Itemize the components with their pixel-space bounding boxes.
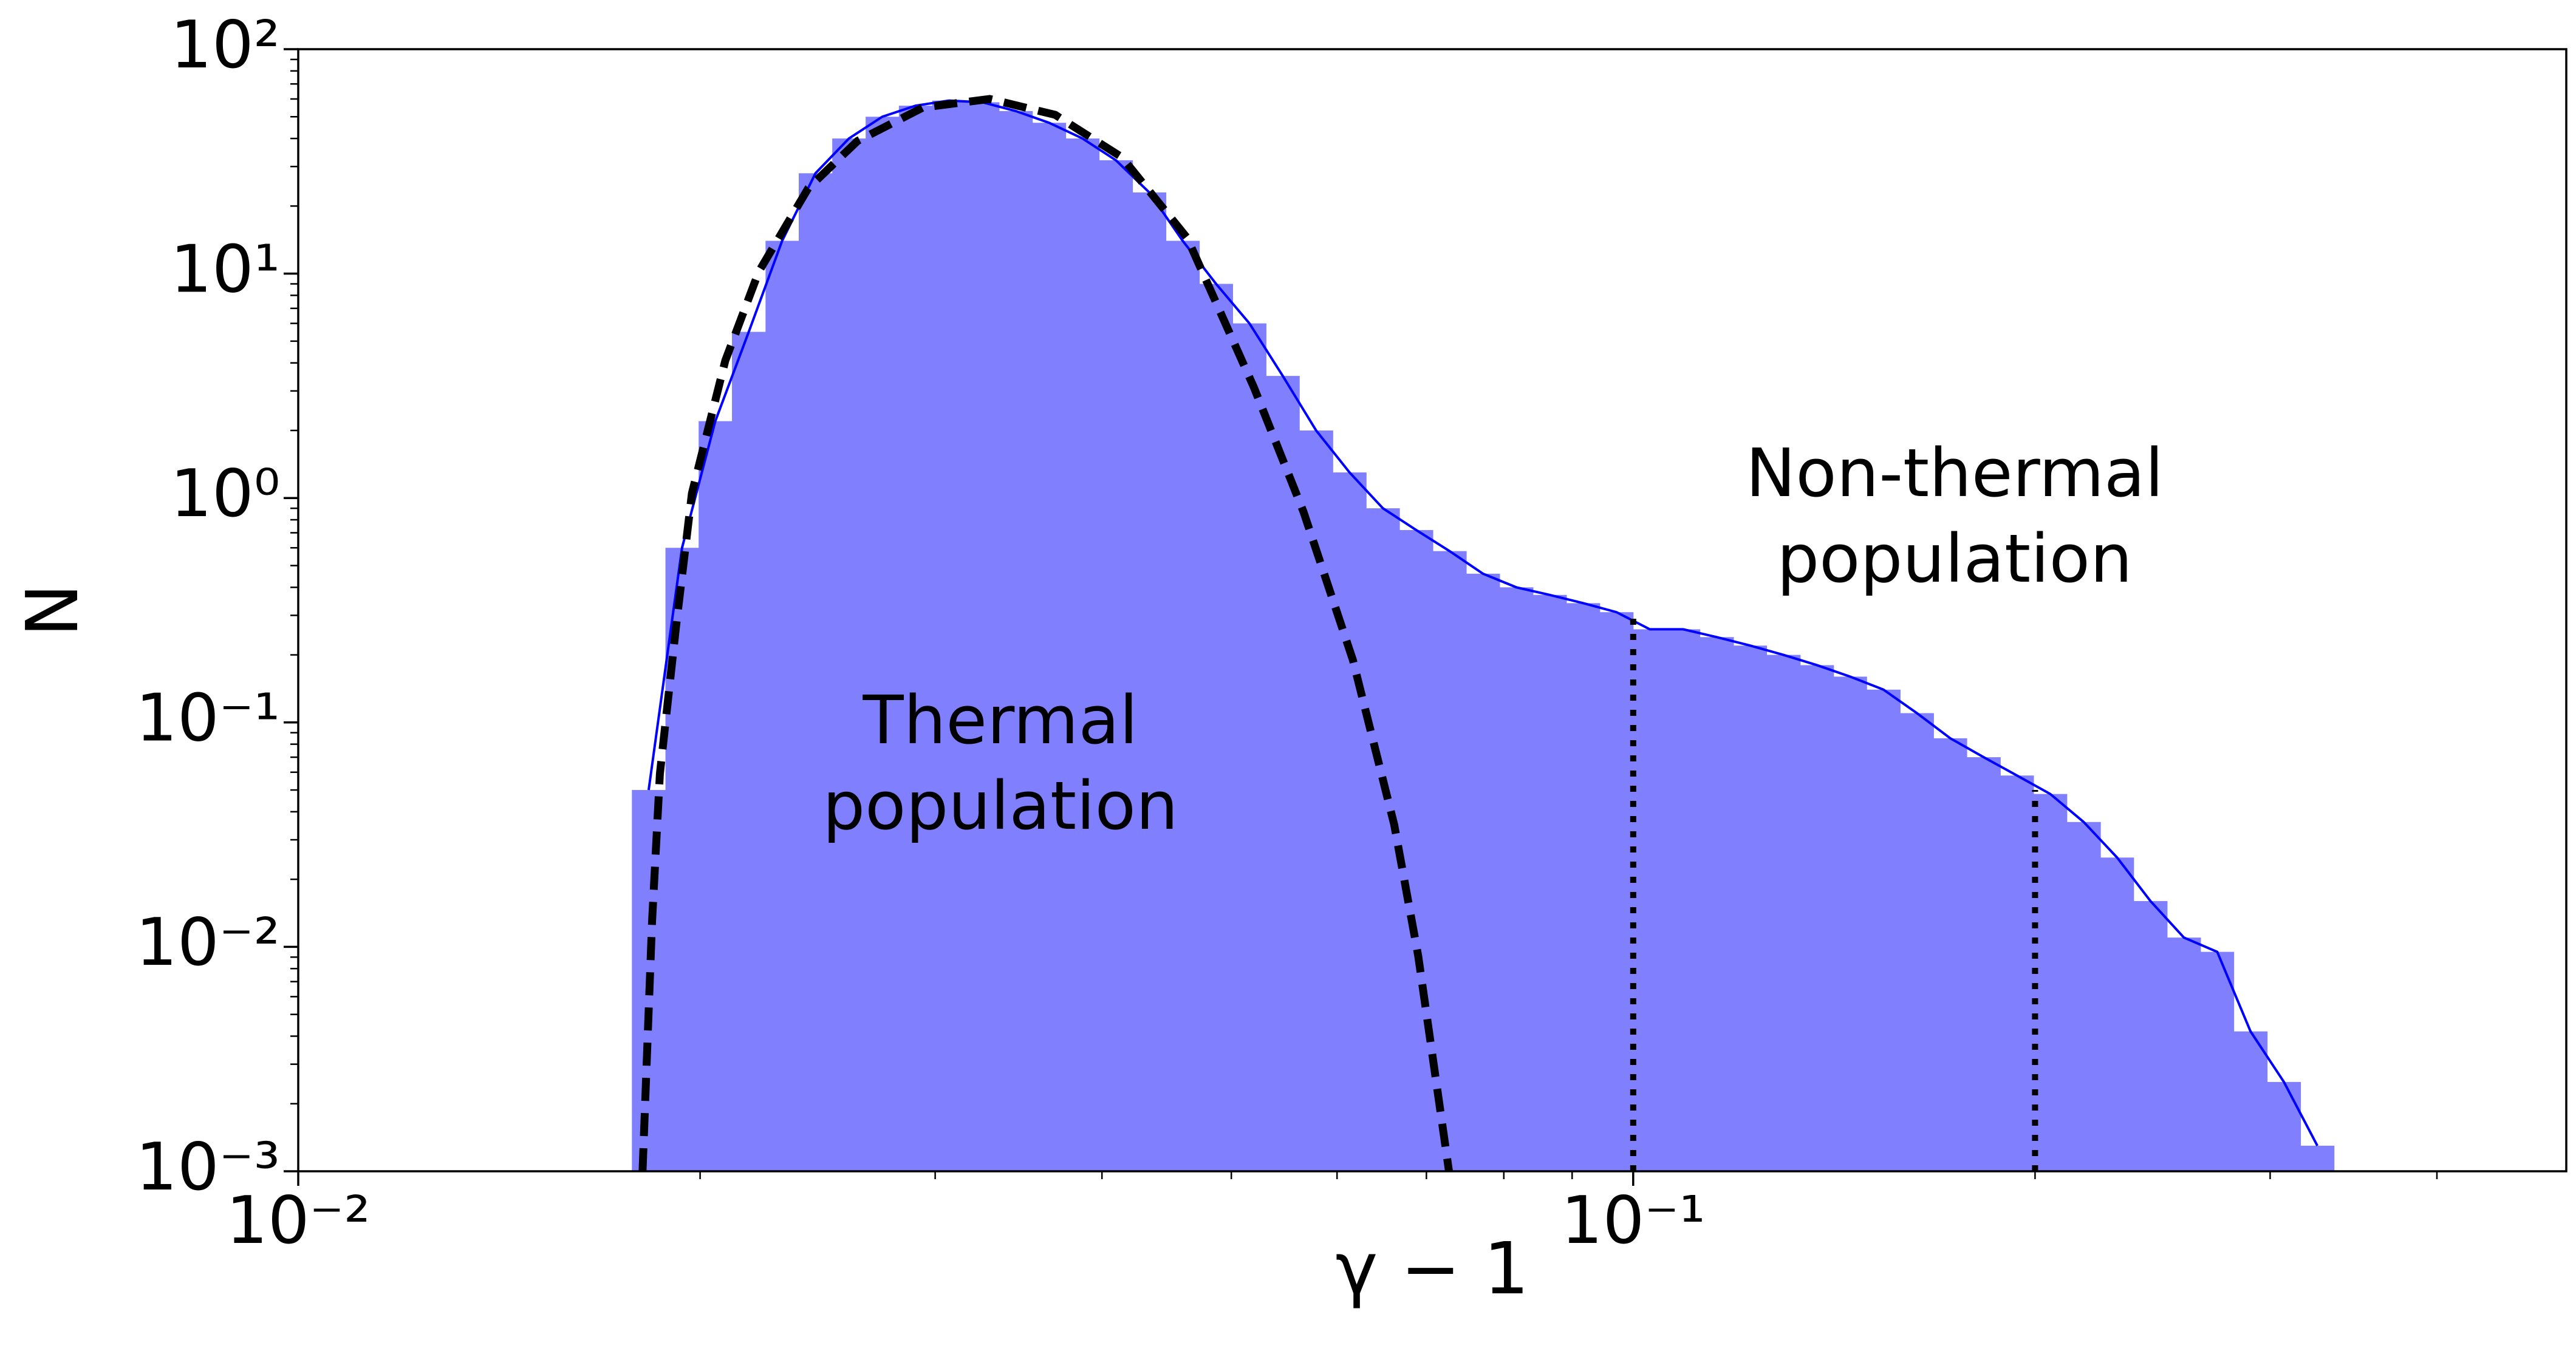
histogram-bar <box>1333 472 1367 1171</box>
histogram-bar <box>1833 676 1867 1171</box>
histogram-bar <box>2200 951 2235 1171</box>
fit-curve <box>638 95 1453 1171</box>
y-tick-label: 10² <box>170 7 280 83</box>
y-tick-label: 10⁰ <box>170 456 280 532</box>
histogram-bar <box>665 548 699 1171</box>
histogram-bar <box>1532 594 1567 1171</box>
y-tick-label: 10¹ <box>170 231 280 307</box>
annotation: Non-thermal population <box>1746 434 2164 597</box>
histogram-bar <box>2000 775 2034 1171</box>
histogram-bar <box>732 332 766 1171</box>
histogram-bar <box>1433 551 1467 1171</box>
histogram-bar <box>1499 587 1534 1171</box>
histogram-bar <box>2066 822 2101 1171</box>
histogram-bar <box>866 117 900 1171</box>
histogram-bar <box>1132 192 1167 1171</box>
histogram-bar <box>1599 612 1634 1171</box>
histogram-bar <box>1900 713 1934 1171</box>
histogram-bar <box>2233 1031 2268 1171</box>
histogram-bar <box>1734 645 1768 1171</box>
axes-frame <box>297 48 2567 1172</box>
histogram-bar <box>1466 573 1500 1171</box>
histogram-bar <box>1566 603 1601 1171</box>
histogram-bar <box>699 421 733 1171</box>
histogram-bar <box>832 138 866 1171</box>
histogram-bar <box>1366 508 1400 1171</box>
y-tick-label: 10⁻¹ <box>135 681 280 757</box>
histogram-bar <box>932 100 966 1171</box>
histogram-bar <box>1166 240 1200 1171</box>
y-tick-label: 10⁻³ <box>135 1129 280 1205</box>
annotation-line: population <box>1777 520 2132 597</box>
annotation-line: Non-thermal <box>1746 434 2164 512</box>
annotation-line: Thermal <box>863 681 1138 759</box>
plot-area <box>632 95 2335 1171</box>
histogram-bar <box>1266 376 1300 1171</box>
histogram-bar <box>1700 637 1734 1171</box>
histogram-bar <box>1633 629 1667 1171</box>
y-tick-label: 10⁻² <box>135 905 280 981</box>
histogram-bar <box>1800 665 1834 1171</box>
histogram-bar <box>1867 689 1901 1171</box>
histogram-bar <box>2133 900 2168 1171</box>
x-tick-label: 10⁻² <box>226 1183 371 1259</box>
histogram-bar <box>1399 529 1433 1171</box>
histogram-bar <box>799 173 833 1171</box>
histogram-bar <box>1199 284 1233 1171</box>
y-axis-label: N <box>10 584 94 637</box>
histogram-bar <box>2034 794 2068 1171</box>
histogram-bar <box>1032 123 1067 1171</box>
histogram-bar <box>2167 938 2201 1171</box>
histogram-bar <box>965 102 1000 1171</box>
histogram-bar <box>2100 857 2134 1171</box>
x-axis-label: γ − 1 <box>1336 1227 1529 1310</box>
histogram-bar <box>765 240 799 1171</box>
histogram-bar <box>1967 757 2001 1171</box>
histogram-bar <box>2267 1081 2301 1171</box>
histogram-bar <box>898 106 933 1171</box>
histogram-bar <box>1099 160 1133 1171</box>
histogram-bar <box>1666 629 1701 1171</box>
histogram-bar <box>1065 138 1100 1171</box>
histogram-bar <box>999 111 1033 1171</box>
histogram-bar <box>2300 1145 2335 1171</box>
annotation: Thermal population <box>822 681 1178 845</box>
histogram-bar <box>1766 655 1801 1171</box>
annotation-line: population <box>822 767 1178 845</box>
histogram-bar <box>1232 323 1266 1171</box>
histogram-line <box>647 99 2318 1146</box>
histogram-bar <box>1933 738 1967 1171</box>
x-tick-label: 10⁻¹ <box>1561 1183 1706 1259</box>
